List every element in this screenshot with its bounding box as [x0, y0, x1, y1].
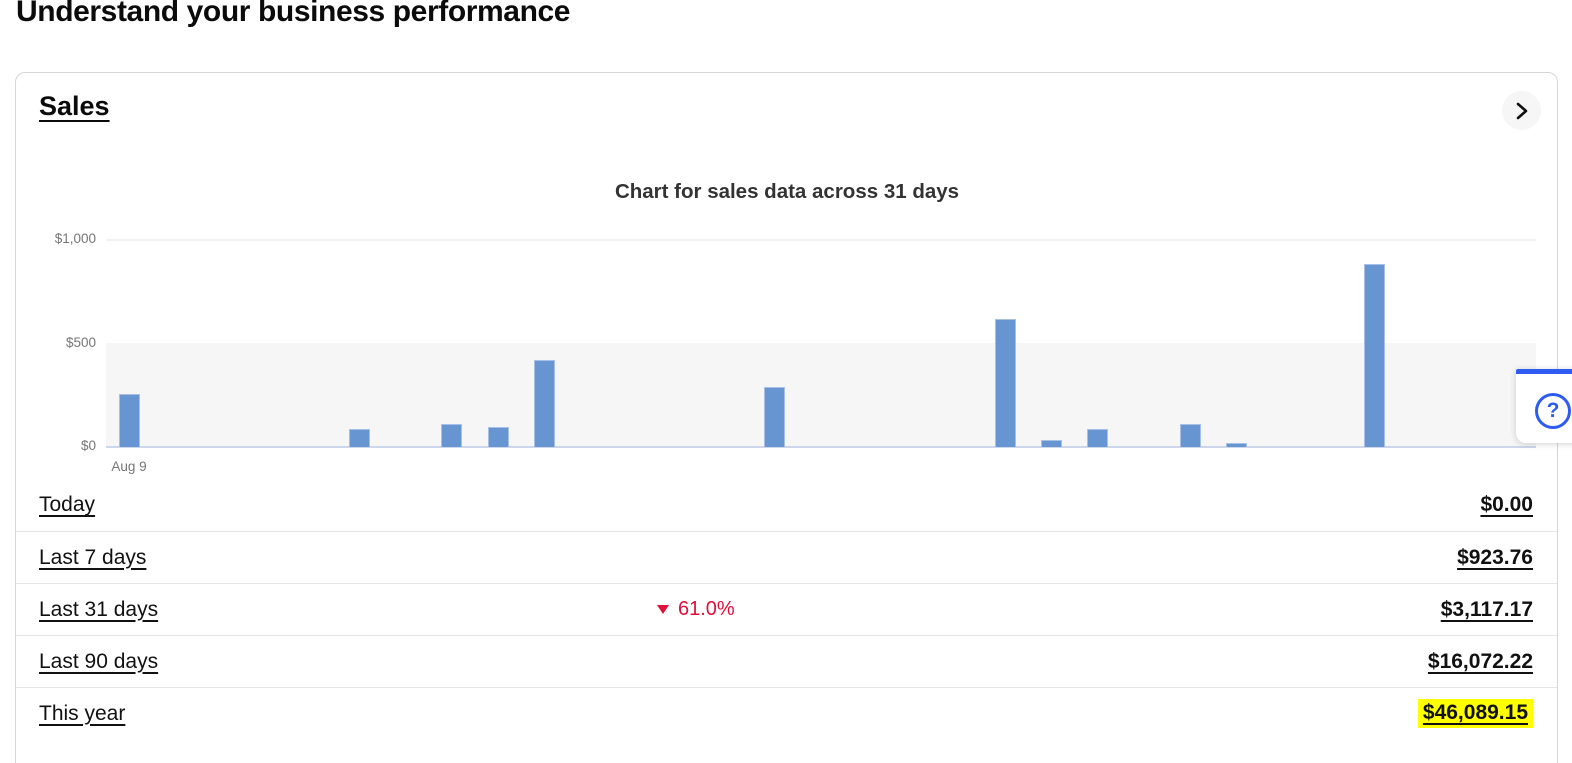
gridline-1000 — [106, 239, 1536, 241]
help-question-icon[interactable]: ? — [1535, 393, 1571, 429]
bar-aug-28[interactable] — [995, 319, 1017, 447]
chart-title: Chart for sales data across 31 days — [614, 180, 960, 203]
bar-sep-5[interactable] — [1364, 264, 1386, 447]
sales-chart: Chart for sales data across 31 days $1,0… — [17, 166, 1557, 484]
x-axis-tick-aug9: Aug 9 — [111, 459, 147, 474]
table-row: This year $46,089.15 — [16, 687, 1557, 739]
table-row: Last 7 days $923.76 — [16, 531, 1557, 583]
bar-aug-29[interactable] — [1041, 440, 1063, 447]
bar-aug-30[interactable] — [1087, 429, 1109, 447]
bars-layer — [106, 166, 1536, 447]
row-label-link[interactable]: Last 31 days — [39, 597, 159, 621]
table-row: Last 31 days 61.0% $3,117.17 — [16, 583, 1557, 635]
sales-card: Sales Chart for sales data across 31 day… — [15, 72, 1558, 763]
x-axis-baseline — [106, 446, 1536, 448]
card-expand-button[interactable] — [1502, 91, 1541, 130]
bar-aug-16[interactable] — [441, 424, 463, 447]
bar-sep-2[interactable] — [1225, 443, 1247, 447]
row-value-link[interactable]: $0.00 — [1480, 493, 1533, 516]
row-label-link[interactable]: Today — [39, 493, 96, 516]
table-row: Today $0.00 — [16, 479, 1557, 531]
performance-table: Today $0.00 Last 7 days $923.76 Last 31 days… — [16, 479, 1557, 739]
bar-sep-1[interactable] — [1179, 424, 1201, 447]
change-indicator: 61.0% — [657, 584, 735, 635]
page-title: Understand your business performance — [16, 0, 571, 28]
bar-aug-9[interactable] — [118, 394, 140, 447]
y-axis-tick-1000: $1,000 — [54, 231, 96, 246]
y-axis-tick-500: $500 — [65, 335, 96, 350]
change-percent: 61.0% — [678, 598, 735, 620]
row-label-link[interactable]: Last 90 days — [39, 649, 159, 673]
bar-aug-17[interactable] — [487, 427, 509, 447]
sales-card-link[interactable]: Sales — [39, 91, 110, 121]
shaded-band-0-500 — [106, 343, 1536, 447]
row-value-link[interactable]: $3,117.17 — [1440, 597, 1533, 621]
row-label-link[interactable]: Last 7 days — [39, 545, 147, 569]
row-value-link[interactable]: $923.76 — [1457, 545, 1533, 569]
bar-aug-14[interactable] — [349, 429, 371, 447]
row-label-link[interactable]: This year — [39, 701, 126, 725]
y-axis-tick-0: $0 — [80, 438, 96, 453]
down-triangle-icon — [657, 605, 669, 614]
row-value-link[interactable]: $16,072.22 — [1427, 649, 1533, 673]
bar-aug-18[interactable] — [533, 360, 555, 447]
bar-aug-23[interactable] — [764, 387, 786, 447]
chevron-right-icon — [1514, 102, 1530, 120]
table-row: Last 90 days $16,072.22 — [16, 635, 1557, 687]
help-widget: ? — [1516, 369, 1572, 443]
row-value-link[interactable]: $46,089.15 — [1417, 699, 1533, 728]
